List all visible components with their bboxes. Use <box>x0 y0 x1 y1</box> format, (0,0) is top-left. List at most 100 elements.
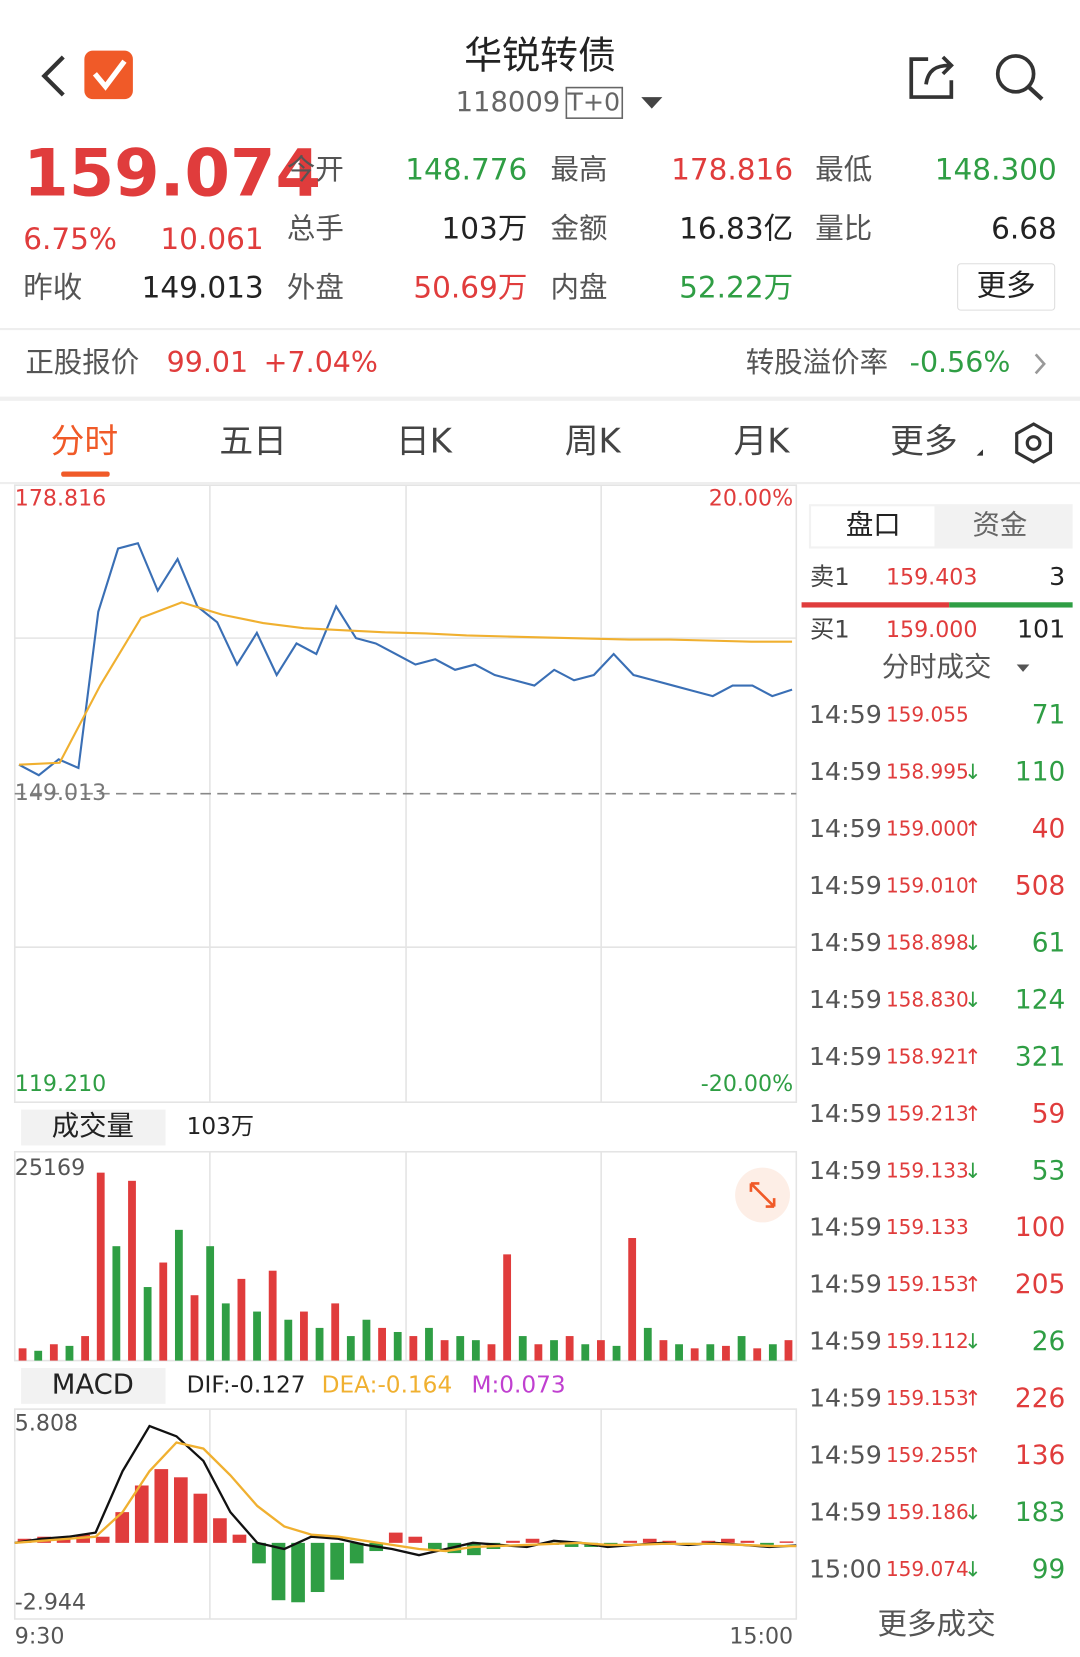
book-tab[interactable]: 盘口 <box>846 510 901 541</box>
macd-bar <box>427 1542 442 1550</box>
trade-volume: 183 <box>1015 1498 1065 1528</box>
volume-bar <box>722 1345 730 1361</box>
tab[interactable]: 分时 <box>51 422 119 461</box>
volume-bar <box>81 1336 90 1361</box>
trade-time: 14:59 <box>809 1270 882 1299</box>
macd-bar <box>662 1540 677 1543</box>
volume-bar <box>706 1344 715 1361</box>
macd-header-box[interactable] <box>21 1367 166 1404</box>
code: 118009 <box>456 87 561 118</box>
y-tick-label: 149.013 <box>15 780 107 806</box>
trade-volume: 26 <box>1032 1327 1066 1357</box>
trade-time: 14:59 <box>809 1156 882 1185</box>
trade-volume: 71 <box>1032 701 1066 731</box>
trade-price: 159.133 <box>886 1158 969 1182</box>
field-label: 今开 <box>287 153 344 186</box>
trade-price: 159.074 <box>886 1557 969 1581</box>
search-button[interactable] <box>995 54 1036 94</box>
chevron[interactable] <box>1034 353 1046 375</box>
settings-button[interactable] <box>1015 422 1053 464</box>
volume-bar <box>190 1295 199 1361</box>
trade-arrow: ↓ <box>964 1158 982 1183</box>
more-button[interactable] <box>957 263 1056 311</box>
trade-price: 159.112 <box>886 1329 969 1353</box>
volume-bar <box>378 1327 386 1361</box>
trade-price: 159.213 <box>886 1101 969 1125</box>
stock-change: +7.04% <box>264 346 378 379</box>
field-label: 最低 <box>815 153 872 186</box>
macd-bar <box>213 1518 227 1543</box>
tab[interactable]: 五日 <box>219 422 287 461</box>
volume-bar <box>534 1344 543 1361</box>
premium: -0.56% <box>910 346 1011 379</box>
trade-volume: 100 <box>1015 1213 1065 1243</box>
volume-bar <box>300 1311 308 1361</box>
app-icon[interactable] <box>84 50 133 100</box>
field-value: 148.776 <box>405 152 527 186</box>
tag-box <box>565 86 624 119</box>
volume-bar <box>440 1340 449 1361</box>
x-tick-label: 15:00 <box>729 1623 793 1649</box>
volume-bar <box>565 1336 574 1361</box>
stock-price: 99.01 <box>167 346 249 379</box>
volume-bar <box>128 1180 136 1361</box>
macd-bar <box>564 1542 579 1547</box>
volume-bar <box>315 1327 324 1361</box>
book-price: 159.000 <box>886 617 978 643</box>
trade-volume: 205 <box>1015 1270 1065 1300</box>
trade-arrow: ↓ <box>964 1556 982 1581</box>
volume-bar <box>487 1344 496 1361</box>
buy-ratio <box>949 602 1073 608</box>
trades-dropdown[interactable] <box>1016 664 1030 672</box>
tab[interactable]: 日K <box>396 422 453 461</box>
volume-bar <box>597 1340 605 1361</box>
prev-close-label: 昨收 <box>23 271 82 305</box>
volume-bar <box>362 1319 371 1361</box>
trade-arrow: ↑ <box>964 1044 982 1069</box>
tabs: 分时 五日 日K 周K 月K 更多 <box>51 422 958 461</box>
trade-arrow: ↑ <box>964 816 982 841</box>
field-label: 外盘 <box>287 271 344 304</box>
trade-volume: 59 <box>1032 1099 1066 1129</box>
macd-line <box>14 1441 797 1553</box>
macd-bar <box>310 1542 325 1593</box>
price-line <box>18 601 793 766</box>
trade-volume: 53 <box>1032 1156 1066 1186</box>
volume-bar <box>96 1172 105 1361</box>
trade-volume: 321 <box>1015 1042 1065 1072</box>
back-button[interactable] <box>41 55 65 97</box>
trade-price: 158.898 <box>886 930 969 954</box>
macd-bar <box>349 1542 364 1564</box>
trade-price: 159.055 <box>886 703 969 727</box>
trade-time: 14:59 <box>809 814 882 843</box>
macd-bar <box>525 1538 540 1543</box>
tab-underline <box>61 471 110 477</box>
tab[interactable]: 周K <box>565 422 622 461</box>
trade-price: 159.000 <box>886 817 969 841</box>
trade-volume: 40 <box>1032 815 1066 845</box>
charts: 119.210 149.013 178.816 -20.00% 20.00% 成交量 103… <box>14 485 797 1649</box>
y-tick-label: 25169 <box>15 1155 85 1181</box>
tab[interactable]: 月K <box>734 422 791 461</box>
volume-bar <box>18 1348 27 1361</box>
change: 10.061 <box>160 222 263 256</box>
dropdown[interactable] <box>641 97 663 109</box>
share-button[interactable] <box>909 55 954 99</box>
chart-title: 成交量 <box>52 1111 134 1142</box>
tab[interactable]: 更多 <box>890 422 958 461</box>
macd-bar <box>330 1542 344 1580</box>
app-icon-check <box>92 59 127 91</box>
more-trades[interactable]: 更多成交 <box>878 1607 996 1641</box>
volume-bar <box>174 1229 183 1361</box>
field-value: 50.69万 <box>413 271 527 305</box>
trade-volume: 508 <box>1015 872 1065 902</box>
trade-time: 14:59 <box>809 985 882 1014</box>
macd-bar <box>115 1512 130 1543</box>
volume-bar <box>550 1340 558 1361</box>
volume-header-box[interactable] <box>21 1109 166 1146</box>
price: 159.074 <box>23 135 321 211</box>
book-tab-active <box>811 506 935 547</box>
book-tab[interactable]: 资金 <box>972 510 1027 541</box>
macd-bar <box>291 1542 305 1603</box>
macd-bar <box>408 1536 423 1543</box>
